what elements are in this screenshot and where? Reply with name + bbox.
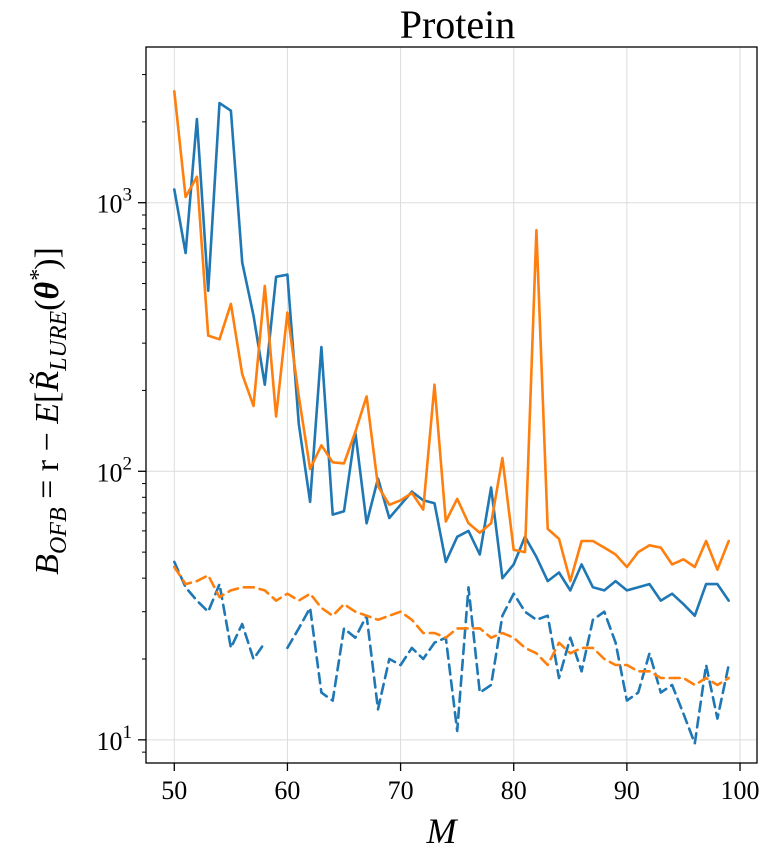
x-tick-label: 60 [274, 776, 300, 805]
series-line-orange-dashed [173, 565, 730, 687]
x-tick-label: 70 [388, 776, 414, 805]
x-axis-label: M [426, 811, 459, 851]
series-line-blue-dashed [173, 560, 730, 745]
series-line-orange-solid [173, 90, 730, 583]
y-tick-label: 101 [97, 722, 133, 756]
x-tick-label: 80 [501, 776, 527, 805]
series-line-blue-solid [173, 101, 730, 617]
y-axis-label: BOFB = r − E[R̃LURE(θ*)] [26, 247, 72, 575]
plot-frame [145, 46, 758, 764]
plot-series [173, 90, 730, 745]
grid-lines [146, 47, 757, 763]
axis-ticks: 50 60 70 80 90 100 101 102 103 [97, 74, 760, 805]
x-tick-label: 50 [161, 776, 187, 805]
x-tick-label: 100 [721, 776, 760, 805]
x-tick-label: 90 [614, 776, 640, 805]
chart-title: Protein [400, 2, 516, 47]
y-tick-label: 102 [97, 453, 133, 487]
y-tick-label: 103 [97, 185, 133, 219]
